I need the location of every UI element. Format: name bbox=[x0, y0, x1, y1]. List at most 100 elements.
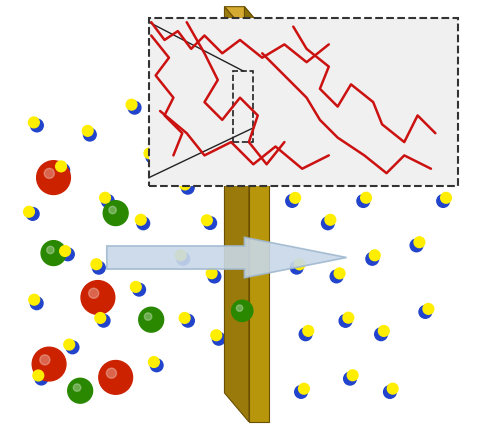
Circle shape bbox=[405, 170, 416, 181]
Circle shape bbox=[171, 117, 182, 127]
Circle shape bbox=[231, 300, 253, 321]
Circle shape bbox=[89, 288, 99, 298]
Circle shape bbox=[204, 217, 216, 230]
Circle shape bbox=[29, 294, 39, 305]
Circle shape bbox=[286, 194, 299, 207]
Circle shape bbox=[334, 268, 345, 279]
Circle shape bbox=[370, 148, 381, 159]
Circle shape bbox=[181, 314, 194, 327]
Circle shape bbox=[343, 117, 353, 127]
Circle shape bbox=[100, 192, 110, 203]
Circle shape bbox=[144, 148, 155, 159]
Circle shape bbox=[47, 246, 54, 254]
Polygon shape bbox=[225, 7, 249, 422]
Circle shape bbox=[97, 314, 110, 327]
Circle shape bbox=[344, 373, 356, 385]
Circle shape bbox=[175, 250, 186, 261]
Circle shape bbox=[343, 312, 354, 323]
Circle shape bbox=[199, 135, 212, 147]
Circle shape bbox=[83, 126, 93, 136]
Circle shape bbox=[236, 259, 246, 269]
Circle shape bbox=[206, 152, 217, 163]
Circle shape bbox=[197, 132, 208, 143]
Circle shape bbox=[103, 201, 128, 226]
Circle shape bbox=[81, 281, 115, 314]
Circle shape bbox=[84, 128, 96, 141]
Circle shape bbox=[180, 313, 190, 323]
Circle shape bbox=[366, 39, 378, 52]
Circle shape bbox=[177, 253, 190, 265]
Circle shape bbox=[312, 163, 325, 176]
Circle shape bbox=[180, 179, 191, 190]
Circle shape bbox=[387, 383, 398, 394]
Circle shape bbox=[428, 119, 441, 132]
Circle shape bbox=[208, 155, 221, 167]
Circle shape bbox=[208, 270, 221, 283]
Circle shape bbox=[370, 37, 381, 48]
Circle shape bbox=[56, 161, 66, 172]
Circle shape bbox=[128, 101, 141, 114]
Circle shape bbox=[401, 172, 414, 185]
Circle shape bbox=[234, 156, 243, 165]
Circle shape bbox=[35, 372, 48, 385]
Circle shape bbox=[299, 383, 309, 394]
Circle shape bbox=[236, 305, 243, 311]
Circle shape bbox=[370, 250, 380, 261]
Circle shape bbox=[41, 241, 66, 266]
Circle shape bbox=[286, 119, 299, 132]
Circle shape bbox=[202, 90, 213, 101]
Circle shape bbox=[24, 206, 35, 217]
Circle shape bbox=[290, 193, 300, 203]
Circle shape bbox=[357, 194, 370, 207]
Circle shape bbox=[31, 119, 43, 132]
Circle shape bbox=[330, 270, 343, 283]
Circle shape bbox=[172, 119, 185, 132]
Circle shape bbox=[375, 328, 387, 341]
Circle shape bbox=[202, 57, 214, 70]
Circle shape bbox=[234, 106, 247, 119]
Circle shape bbox=[137, 217, 150, 230]
Circle shape bbox=[233, 103, 244, 114]
Circle shape bbox=[133, 283, 145, 296]
Circle shape bbox=[32, 347, 66, 381]
Circle shape bbox=[432, 117, 442, 127]
FancyBboxPatch shape bbox=[149, 18, 457, 186]
Circle shape bbox=[202, 215, 212, 226]
Circle shape bbox=[437, 194, 449, 207]
Circle shape bbox=[290, 117, 300, 128]
Circle shape bbox=[199, 55, 210, 66]
Circle shape bbox=[366, 253, 379, 265]
Circle shape bbox=[28, 117, 39, 128]
Circle shape bbox=[30, 297, 43, 309]
Circle shape bbox=[211, 330, 222, 341]
Circle shape bbox=[66, 341, 79, 354]
Circle shape bbox=[40, 355, 50, 365]
Circle shape bbox=[33, 370, 44, 381]
Circle shape bbox=[316, 161, 327, 172]
Circle shape bbox=[68, 378, 93, 403]
Polygon shape bbox=[107, 237, 347, 278]
Circle shape bbox=[95, 313, 106, 323]
Circle shape bbox=[303, 325, 313, 336]
Circle shape bbox=[295, 385, 307, 398]
Circle shape bbox=[423, 304, 434, 314]
Circle shape bbox=[60, 246, 71, 256]
Circle shape bbox=[73, 384, 81, 391]
Circle shape bbox=[126, 99, 137, 110]
Circle shape bbox=[240, 209, 251, 220]
Circle shape bbox=[212, 333, 225, 345]
Polygon shape bbox=[244, 7, 269, 422]
Circle shape bbox=[57, 164, 70, 176]
Circle shape bbox=[109, 206, 116, 214]
Circle shape bbox=[237, 262, 249, 274]
Circle shape bbox=[410, 239, 423, 252]
Circle shape bbox=[228, 150, 257, 179]
Circle shape bbox=[107, 368, 117, 378]
Circle shape bbox=[441, 192, 451, 203]
Circle shape bbox=[238, 206, 248, 216]
Circle shape bbox=[290, 261, 303, 274]
Circle shape bbox=[419, 305, 432, 318]
Circle shape bbox=[135, 214, 146, 225]
Circle shape bbox=[414, 237, 425, 248]
Circle shape bbox=[150, 359, 163, 372]
